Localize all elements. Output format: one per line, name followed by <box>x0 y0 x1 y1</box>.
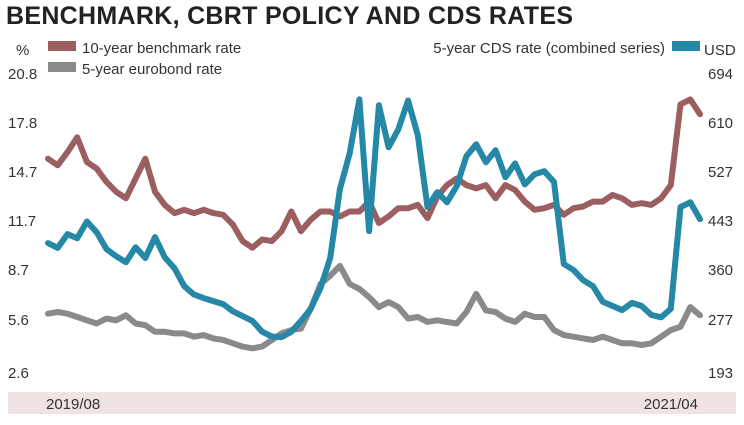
left-tick-label: 14.7 <box>8 164 37 181</box>
right-tick-label: 360 <box>708 262 733 279</box>
series-line-benchmark <box>45 96 703 251</box>
x-axis-label-start: 2019/08 <box>46 396 100 413</box>
right-tick-label: 193 <box>708 365 733 382</box>
legend-swatch-benchmark <box>48 41 76 51</box>
right-axis-unit: USD <box>704 42 736 59</box>
left-tick-label: 5.6 <box>8 312 29 329</box>
left-tick-label: 11.7 <box>8 213 36 230</box>
legend-swatch-cds <box>672 41 700 51</box>
legend-label-cds: 5-year CDS rate (combined series) <box>433 40 665 57</box>
series-line-cds <box>45 96 703 341</box>
legend-label-eurobond: 5-year eurobond rate <box>82 61 222 78</box>
legend-label-benchmark: 10-year benchmark rate <box>82 40 241 57</box>
right-tick-label: 527 <box>708 164 733 181</box>
x-axis-band <box>8 392 736 414</box>
series-line-eurobond <box>45 262 703 352</box>
right-tick-label: 610 <box>708 115 733 132</box>
left-axis-ticks: 20.8 17.8 14.7 11.7 8.7 5.6 2.6 <box>8 66 37 382</box>
left-tick-label: 17.8 <box>8 115 37 132</box>
legend-swatch-eurobond <box>48 62 76 72</box>
left-tick-label: 20.8 <box>8 66 37 83</box>
x-axis-label-end: 2021/04 <box>644 396 698 413</box>
left-tick-label: 2.6 <box>8 365 29 382</box>
left-tick-label: 8.7 <box>8 262 29 279</box>
chart-title: BENCHMARK, CBRT POLICY AND CDS RATES <box>6 2 574 30</box>
right-axis-ticks: 694 610 527 443 360 277 193 <box>708 66 733 382</box>
right-tick-label: 277 <box>708 312 733 329</box>
right-tick-label: 694 <box>708 66 733 83</box>
right-tick-label: 443 <box>708 213 733 230</box>
left-axis-unit: % <box>16 42 29 59</box>
